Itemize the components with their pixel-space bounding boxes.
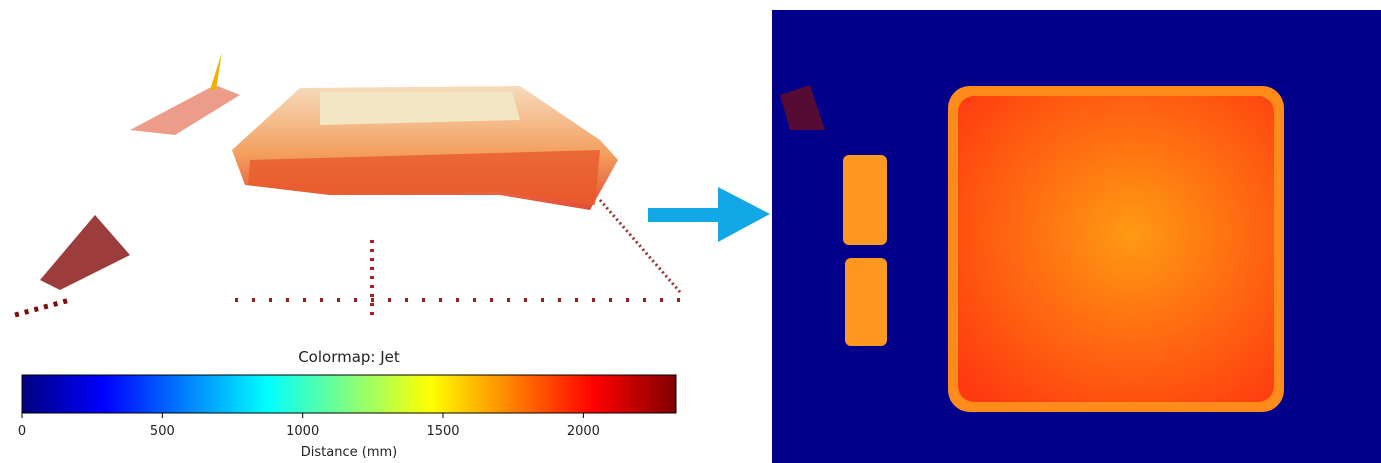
x-tick-label: 1500	[426, 424, 459, 439]
colorbar-title: Colormap: Jet	[298, 348, 400, 366]
point-cloud	[15, 52, 680, 315]
depth-image	[772, 10, 1381, 463]
x-tick-label: 500	[150, 424, 175, 439]
x-tick-label: 0	[18, 424, 26, 439]
figure: Colormap: Jet Distance (mm) 0 500 1000 1500…	[0, 0, 1381, 463]
arrow	[648, 187, 770, 242]
x-axis-label: Distance (mm)	[301, 445, 397, 460]
colorbar	[22, 375, 676, 413]
x-tick-label: 2000	[567, 424, 600, 439]
x-tick-label: 1000	[286, 424, 319, 439]
